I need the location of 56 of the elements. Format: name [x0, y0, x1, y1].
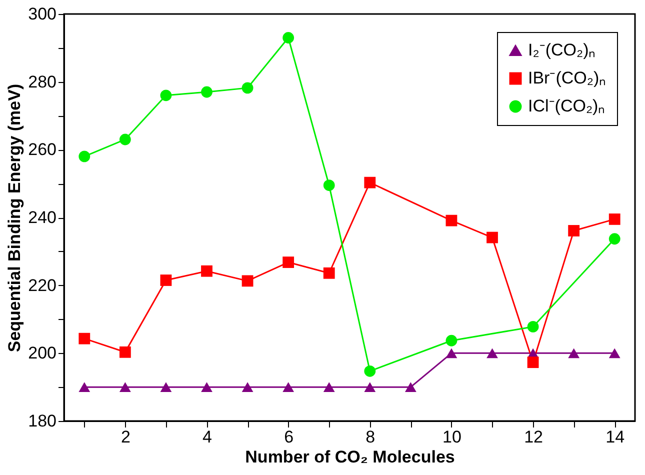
point	[608, 233, 620, 245]
y-tick-label: 300	[28, 4, 56, 24]
point	[78, 382, 90, 392]
point	[527, 356, 539, 368]
legend-label: IBr⁻(CO₂)ₙ	[528, 68, 606, 88]
y-tick-label: 200	[28, 344, 56, 363]
point	[486, 348, 498, 358]
x-axis-title: Number of CO₂ Molecules	[245, 448, 455, 466]
point	[608, 213, 620, 225]
x-tick-label: 6	[284, 428, 294, 446]
point	[364, 382, 376, 392]
point	[242, 82, 254, 94]
legend-label: ICl⁻(CO₂)ₙ	[528, 96, 606, 116]
point	[160, 382, 172, 392]
point	[364, 365, 376, 377]
point	[282, 32, 294, 44]
legend-label: I₂⁻(CO₂)ₙ	[528, 40, 596, 60]
point	[160, 90, 172, 102]
point	[446, 214, 458, 226]
point	[568, 225, 580, 236]
point	[201, 86, 212, 98]
point	[242, 275, 254, 287]
point	[527, 321, 539, 332]
point	[608, 348, 620, 358]
x-tick-label: 4	[202, 428, 212, 446]
point	[242, 382, 254, 392]
point	[323, 267, 335, 279]
point	[119, 382, 131, 392]
y-tick-label: 280	[28, 72, 56, 92]
point	[568, 348, 580, 358]
point	[323, 180, 335, 191]
point	[201, 382, 212, 392]
y-axis-title: Sequential Binding Energy (meV)	[5, 84, 24, 352]
point	[160, 274, 172, 286]
point	[486, 232, 498, 244]
x-tick-label: 14	[606, 428, 625, 446]
point	[446, 348, 458, 358]
point	[282, 382, 294, 392]
point	[404, 382, 416, 392]
x-tick-label: 10	[442, 428, 462, 446]
point	[119, 346, 131, 358]
x-tick-label: 2	[120, 428, 130, 446]
point	[282, 256, 294, 268]
y-tick-label: 180	[28, 412, 56, 430]
y-tick-label: 220	[28, 276, 56, 295]
point	[119, 134, 131, 146]
point	[201, 265, 212, 277]
point	[323, 382, 335, 392]
x-tick-label: 12	[524, 428, 543, 446]
x-tick-label: 8	[366, 428, 376, 446]
point	[78, 332, 90, 344]
y-tick-label: 260	[28, 140, 56, 160]
point	[364, 176, 376, 188]
point	[78, 150, 90, 162]
y-tick-label: 240	[28, 208, 56, 227]
point	[446, 334, 458, 346]
